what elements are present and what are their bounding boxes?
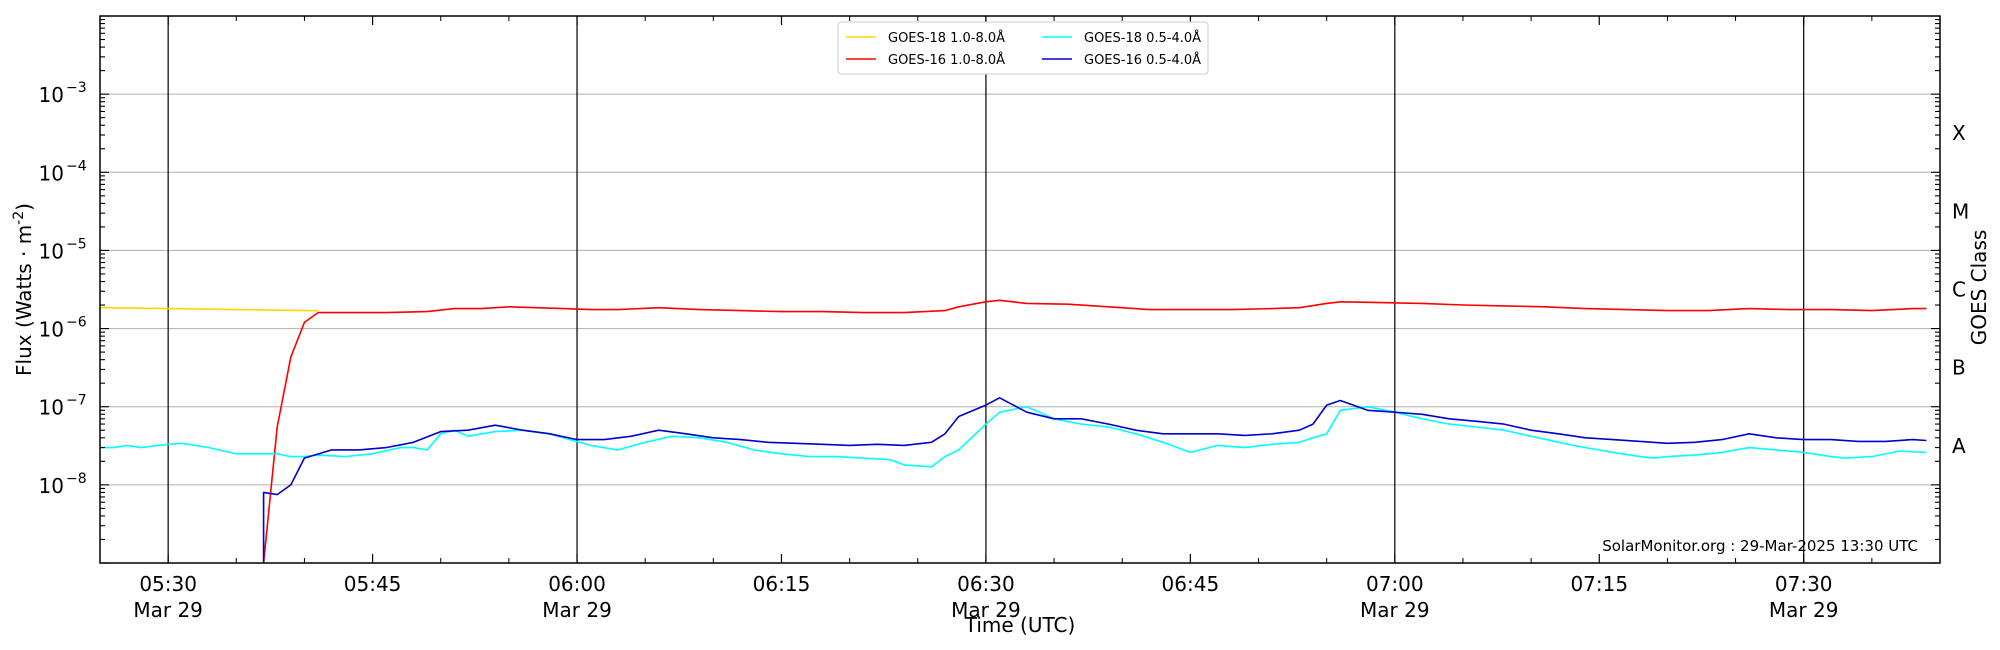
legend-label: GOES-18 1.0-8.0Å (888, 30, 1005, 46)
y-tick-label: 10 (39, 239, 64, 263)
y-axis-title-close: ) (12, 203, 36, 211)
goes-class-label: B (1952, 356, 1966, 380)
y-tick-exponent: −4 (66, 158, 87, 174)
series-line (262, 299, 1927, 564)
x-tick-label: 05:30 (139, 572, 197, 596)
y-tick-label: 10 (39, 474, 64, 498)
x-tick-label: 07:00 (1366, 572, 1424, 596)
plot-frame (99, 15, 1941, 564)
right-axis-title: GOES Class (1967, 230, 1991, 346)
x-tick-label: 06:15 (753, 572, 811, 596)
day-marker-lines (167, 16, 1805, 563)
y-axis-title: Flux (Watts · m-2) (11, 203, 36, 376)
y-tick-exponent: −6 (66, 315, 87, 331)
x-tick-label: 07:15 (1570, 572, 1628, 596)
y-tick-labels: 10−810−710−610−510−410−3 (39, 80, 87, 498)
series-line (262, 396, 1927, 563)
y-tick-label: 10 (39, 396, 64, 420)
y-tick-base: 10 (39, 239, 64, 263)
legend-box (837, 21, 1209, 75)
y-tick-exponent: −7 (66, 393, 87, 409)
y-tick-label: 10 (39, 161, 64, 185)
y-tick-label: 10 (39, 318, 64, 342)
x-tick-date-label: Mar 29 (133, 598, 203, 622)
legend-label: GOES-18 0.5-4.0Å (1084, 30, 1201, 46)
credit-text: SolarMonitor.org : 29-Mar-2025 13:30 UTC (1602, 537, 1918, 555)
legend-label: GOES-16 0.5-4.0Å (1084, 52, 1201, 68)
series-line (99, 306, 319, 312)
goes-class-label: X (1952, 121, 1966, 145)
legend: GOES-18 1.0-8.0Å GOES-16 1.0-8.0Å GOES-18 … (837, 21, 1209, 75)
y-tick-exponent: −3 (66, 80, 87, 96)
x-tick-label: 06:45 (1162, 572, 1220, 596)
y-tick-exponent: −5 (66, 236, 87, 252)
series-line (100, 405, 1927, 468)
x-tick-label: 06:30 (957, 572, 1015, 596)
gridlines (100, 93, 1940, 486)
x-tick-date-label: Mar 29 (951, 598, 1021, 622)
y-tick-base: 10 (39, 83, 64, 107)
y-tick-base: 10 (39, 474, 64, 498)
goes-class-label: C (1952, 278, 1966, 302)
x-tick-date-label: Mar 29 (1360, 598, 1430, 622)
goes-class-labels: A B C M X (1952, 121, 1969, 458)
x-tick-label: 07:30 (1775, 572, 1833, 596)
x-tick-label: 06:00 (548, 572, 606, 596)
y-axis-title-exponent: -2 (11, 211, 27, 225)
y-tick-label: 10 (39, 83, 64, 107)
y-tick-base: 10 (39, 161, 64, 185)
flux-series (99, 299, 1927, 564)
legend-label: GOES-16 1.0-8.0Å (888, 52, 1005, 68)
axis-ticks (99, 16, 1941, 564)
x-axis-title: Time (UTC) (964, 613, 1076, 637)
x-tick-label: 05:45 (344, 572, 402, 596)
x-tick-date-label: Mar 29 (1769, 598, 1839, 622)
y-axis-title-main: Flux (Watts · m (12, 225, 36, 376)
goes-class-label: M (1952, 199, 1969, 223)
y-tick-base: 10 (39, 318, 64, 342)
x-tick-date-label: Mar 29 (542, 598, 612, 622)
y-tick-base: 10 (39, 396, 64, 420)
goes-class-label: A (1952, 434, 1966, 458)
y-tick-exponent: −8 (66, 471, 87, 487)
